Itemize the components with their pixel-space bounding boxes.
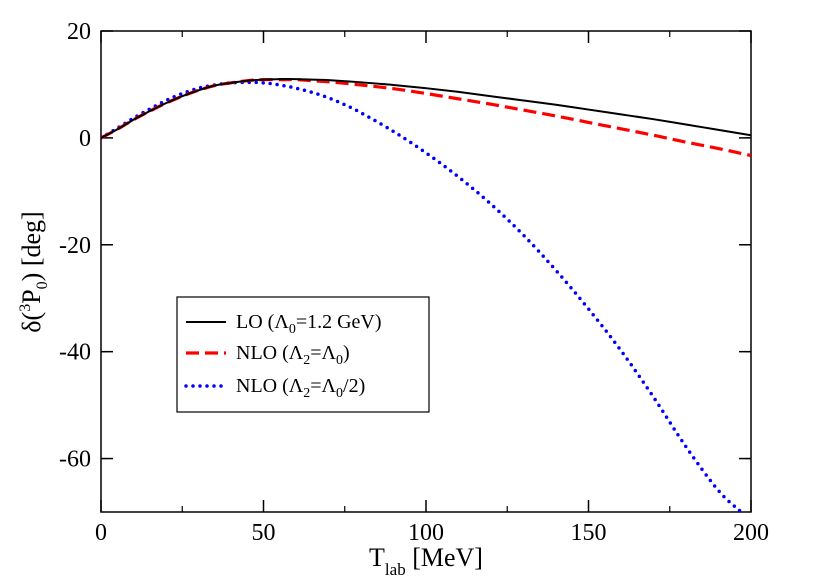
legend-label-nlo-half: NLO (Λ2=Λ0/2): [236, 375, 365, 401]
y-tick-label: 20: [67, 19, 91, 45]
series-lo-line: [101, 78, 751, 139]
y-tick-label: 0: [79, 126, 91, 152]
x-tick-label: 50: [252, 520, 276, 546]
x-tick-label: 200: [733, 520, 769, 546]
legend-label-lo: LO (Λ0=1.2 GeV): [236, 311, 382, 337]
series-nlo-half-line: [101, 80, 743, 512]
legend-label-nlo: NLO (Λ2=Λ0): [236, 342, 350, 368]
plot-frame: [100, 30, 752, 513]
x-axis-label: Tlab [MeV]: [369, 543, 483, 579]
y-tick-label: -40: [59, 340, 91, 366]
y-axis-label: δ(3P0) [deg]: [17, 211, 51, 332]
data-series: [101, 77, 751, 512]
x-tick-label: 150: [571, 520, 607, 546]
legend: LO (Λ0=1.2 GeV) NLO (Λ2=Λ0) NLO (Λ2=Λ0/2…: [176, 296, 430, 413]
y-tick-label: -60: [59, 447, 91, 473]
y-tick-label: -20: [59, 233, 91, 259]
x-tick-label: 100: [408, 520, 444, 546]
legend-box: [176, 296, 430, 413]
x-tick-label: 0: [95, 520, 107, 546]
